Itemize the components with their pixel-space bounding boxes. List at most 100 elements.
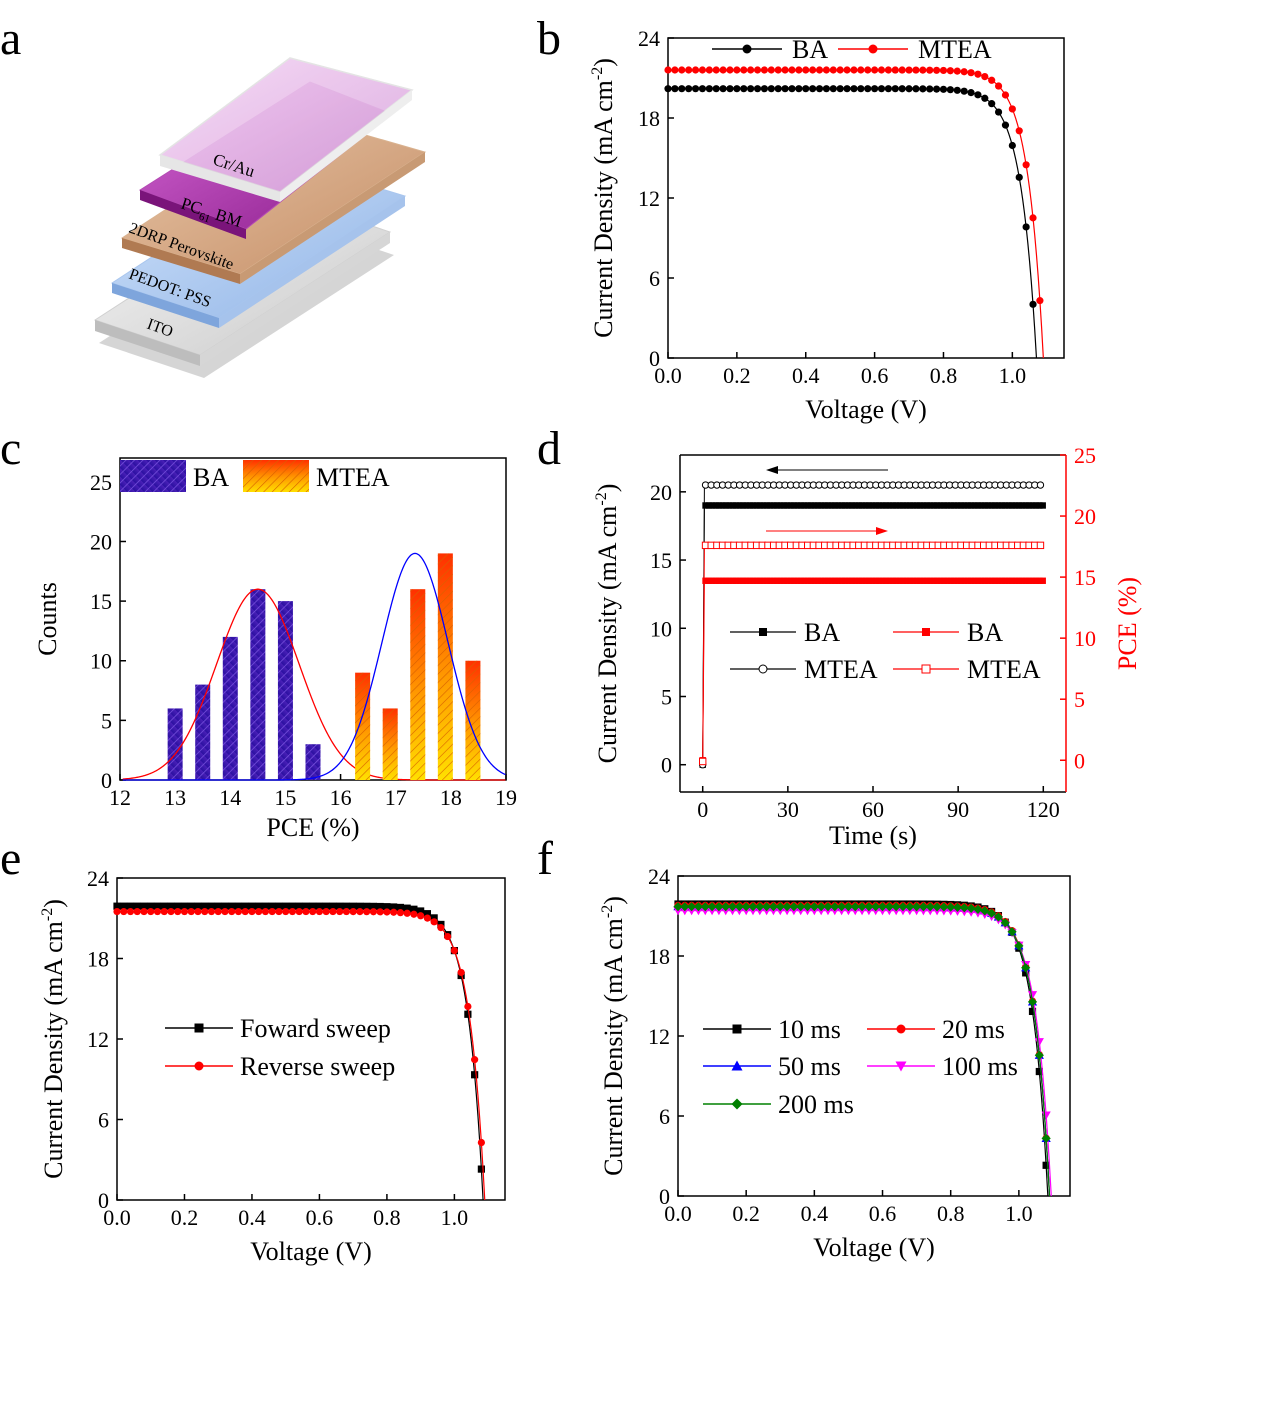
data-point [988,76,996,84]
legend-label: 10 ms [778,1015,841,1044]
x-tick-label: 15 [274,785,296,810]
y2-tick-label: 25 [1074,443,1096,468]
data-point [916,577,924,584]
y-tick-label: 0 [659,1184,670,1209]
data-point [126,902,135,910]
data-point [822,66,831,74]
data-point [768,902,779,912]
data-point [147,907,155,916]
bar-hatch [465,660,481,780]
data-point [850,85,858,93]
data-point [939,902,949,912]
data-point [807,502,815,509]
data-point [864,85,872,93]
data-point [1008,105,1016,113]
data-point [950,502,958,509]
data-point [734,902,744,912]
data-point [795,85,803,93]
data-point [743,577,750,584]
data-point [315,907,324,916]
data-point [925,902,935,912]
data-point [329,902,337,910]
data-point [981,502,989,509]
data-point [471,1056,479,1064]
data-point [985,502,992,509]
data-point [865,502,873,509]
y-tick-label: 18 [638,106,660,131]
data-point [919,85,927,93]
data-point [794,502,801,509]
data-point [797,577,805,584]
data-point [953,67,961,75]
data-point [750,577,757,584]
data-point [994,108,1003,116]
data-point [736,502,743,509]
data-point [295,907,303,916]
legend-label: 20 ms [942,1015,1005,1044]
data-point [1029,300,1037,308]
data-point [715,577,723,584]
data-point [705,577,713,584]
data-point [214,907,222,916]
x-axis-label: Voltage (V) [813,1233,935,1262]
data-point [898,66,906,74]
data-point [910,577,917,584]
data-point [133,902,141,910]
data-point [814,577,822,584]
series-ba-right [699,577,1046,764]
data-point [899,577,907,584]
data-point [903,502,910,509]
y-axis-label-tail: ) [589,58,618,67]
data-point [140,907,148,916]
x-tick-label: 0.0 [654,363,682,388]
data-point [964,577,971,584]
y-tick-label: 18 [87,947,109,972]
data-point [201,902,209,910]
data-point [864,66,872,74]
bar [277,601,293,780]
legend-item-mtea: MTEA [838,35,992,64]
data-point [773,577,781,584]
data-point [699,757,707,766]
data-point [893,577,900,584]
data-point [760,577,767,584]
data-point [974,502,982,509]
data-point [700,902,710,912]
y-tick-label: 15 [90,589,112,614]
y-axis-label-main: Current Density (mA cm [589,80,618,338]
data-point [959,903,969,913]
data-point [974,70,982,78]
x-axis-label: Voltage (V) [250,1237,372,1266]
data-point [869,502,876,509]
series-20-ms [674,901,1051,1197]
data-point [848,577,856,584]
data-point [884,66,892,74]
y-axis-label-sup: -2 [593,492,610,505]
data-point [896,577,903,584]
x-tick-label: 19 [495,785,517,810]
data-point [877,66,886,74]
data-point [1002,502,1009,509]
data-point [927,577,934,584]
x-tick-label: 0.6 [306,1205,334,1230]
device-stack-diagram: Cr/Au PC61 BM 2DRP Perovskite PEDOT: PSS… [93,57,427,378]
data-point [753,577,760,584]
y-axis-label-sup: -2 [589,67,606,80]
data-point [763,502,771,509]
legend-marker [895,1061,907,1072]
data-point [729,577,736,584]
data-point [376,908,384,916]
data-point [787,502,794,509]
series-foward-sweep [113,902,485,1201]
data-point [981,577,989,584]
data-point [790,502,798,509]
bar [222,636,238,780]
data-point [767,502,774,509]
panel-f-delay-chart: 0.0 0.2 0.4 0.6 0.8 1.0 0 6 12 18 24 Voltage (V) Cur… [599,864,1071,1262]
x-tick-label: 0.8 [930,363,958,388]
data-point [390,903,398,911]
data-point [732,577,740,584]
data-point [960,87,968,95]
data-point [821,502,828,509]
data-point [818,577,825,584]
